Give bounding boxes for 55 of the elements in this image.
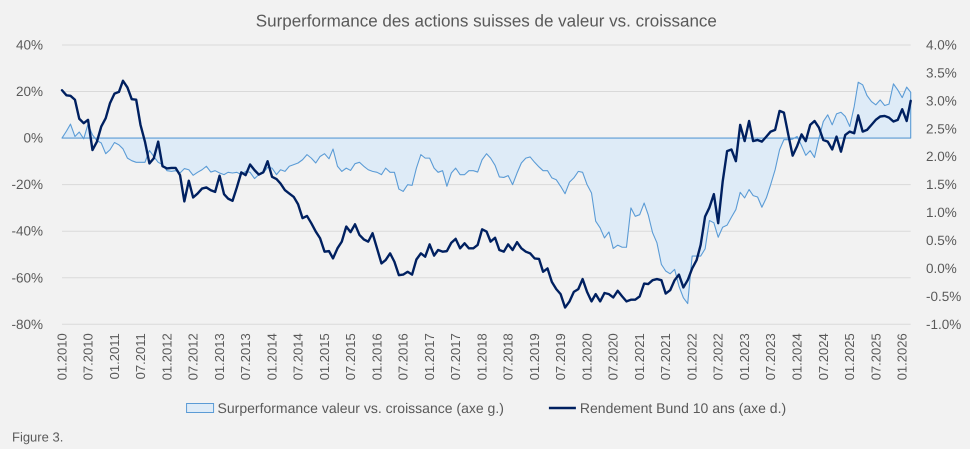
y2-tick-label: 2.5% [926,121,957,136]
y-tick-label: -40% [11,224,43,239]
x-tick-label: 01.2019 [527,333,542,380]
x-tick-label: 07.2022 [710,333,726,380]
x-tick-label: 07.2024 [816,333,831,380]
x-tick-label: 07.2010 [80,333,96,380]
legend-label: Surperformance valeur vs. croissance (axe g.) [218,400,504,416]
x-tick-label: 07.2018 [500,333,516,380]
y-tick-label: -60% [11,270,43,286]
y2-tick-label: 0.5% [926,233,957,248]
y2-tick-label: 3.5% [926,65,957,80]
caption: Figure 3. [12,430,64,444]
x-tick-label: 01.2010 [54,333,70,380]
x-tick-label: 01.2017 [422,333,438,380]
y2-tick-label: 3.0% [926,93,957,108]
x-tick-label: 07.2023 [763,333,778,380]
x-tick-label: 07.2015 [343,333,358,380]
y2-tick-label: 2.0% [926,149,957,164]
y-tick-label: 0% [23,130,43,146]
x-tick-label: 01.2012 [159,333,174,380]
y2-tick-label: -0.5% [926,288,962,304]
x-tick-label: 01.2011 [106,333,122,380]
x-tick-label: 07.2016 [396,333,411,380]
x-tick-label: 07.2012 [186,333,201,380]
y2-tick-label: 0.0% [926,260,957,276]
x-tick-label: 07.2019 [553,333,568,380]
x-tick-label: 01.2025 [842,333,858,380]
x-tick-label: 01.2014 [264,333,280,380]
y-tick-label: -80% [11,316,43,332]
x-tick-label: 01.2015 [317,333,332,380]
y2-tick-label: 1.5% [926,177,957,192]
x-tick-label: 07.2025 [868,333,884,380]
y-tick-label: -20% [11,177,43,192]
x-tick-label: 07.2020 [606,333,621,380]
y2-tick-label: 4.0% [926,38,957,52]
y-tick-label: 40% [16,38,43,52]
chart-title: Surperformance des actions suisses de valeur vs. croissance [256,12,717,30]
y2-tick-label: 1.0% [926,205,957,220]
x-tick-label: 07.2014 [290,333,306,380]
x-tick-label: 01.2016 [370,333,385,380]
x-tick-label: 07.2011 [133,333,148,380]
legend-label: Rendement Bund 10 ans (axe d.) [580,400,786,416]
x-tick-label: 01.2020 [580,333,595,380]
x-tick-label: 01.2013 [212,333,228,380]
x-tick-label: 01.2026 [894,333,910,380]
x-tick-label: 01.2022 [684,333,700,380]
x-tick-label: 07.2013 [238,333,254,380]
x-tick-label: 01.2018 [474,333,490,380]
x-tick-label: 01.2021 [632,333,648,380]
y-tick-label: 20% [16,84,43,100]
y2-tick-label: -1.0% [926,316,962,332]
x-tick-label: 07.2021 [658,333,674,380]
x-tick-label: 01.2023 [737,333,752,380]
x-tick-label: 07.2017 [448,333,464,380]
x-tick-label: 01.2024 [790,333,805,380]
